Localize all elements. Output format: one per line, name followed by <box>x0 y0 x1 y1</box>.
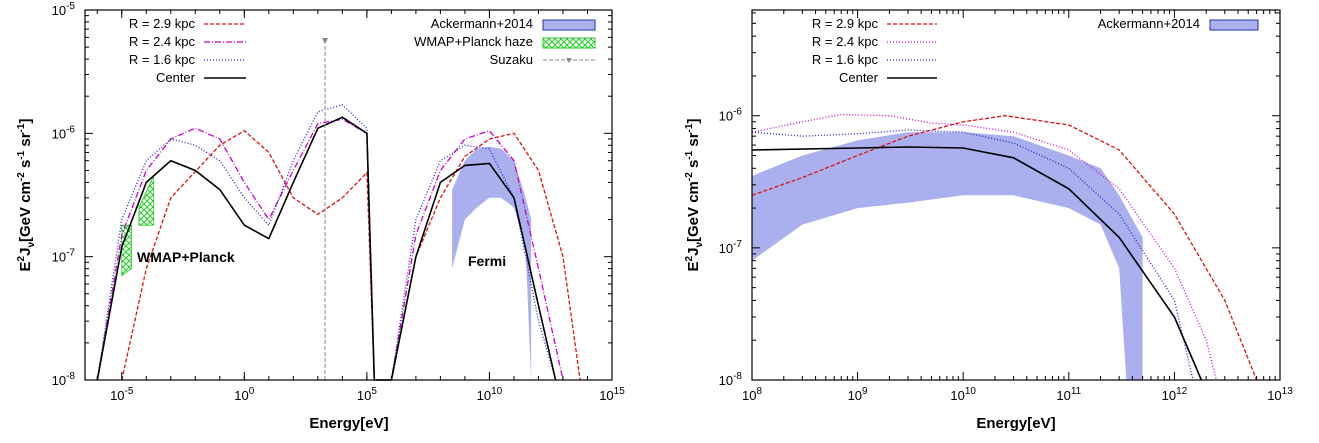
x-tick-label: 1013 <box>1267 386 1293 403</box>
series-line-r24 <box>96 118 564 381</box>
x-tick-label: 108 <box>742 386 762 403</box>
legend-left: R = 2.9 kpc R = 2.4 kpc R = 1.6 kpc Cent… <box>129 16 246 85</box>
legend-label-center: Center <box>156 70 196 85</box>
x-tick-label: 1010 <box>950 386 976 403</box>
series-line-r29 <box>751 115 1258 381</box>
legend-swatch-ackermann <box>1209 19 1259 31</box>
legend-right: Ackermann+2014 WMAP+Planck haze Suzaku <box>414 16 596 67</box>
y-tick-label: 10-8 <box>52 371 76 388</box>
legend-swatch-ackermann <box>542 19 596 31</box>
x-axis-label: Energy[eV] <box>309 415 388 432</box>
legend-swatch-haze <box>542 37 596 49</box>
y-axis-label: E2Jν[GeV cm-2 s-1 sr-1] <box>16 119 37 272</box>
x-tick-label: 1015 <box>599 386 625 403</box>
legend-label-r29: R = 2.9 kpc <box>129 16 196 31</box>
right-chart: 108 109 1010 1011 1012 1013 10-8 10-7 10-6 R = 2… <box>684 9 1293 432</box>
x-tick-label: 1011 <box>1056 386 1081 403</box>
y-axis-label: E2Jν[GeV cm-2 s-1 sr-1] <box>684 119 705 272</box>
y-tick-label: 10-8 <box>719 371 743 388</box>
plot-frame <box>84 9 613 381</box>
wmap-haze-box <box>138 175 155 226</box>
ackermann-band-area <box>452 146 532 380</box>
x-tick-label: 105 <box>357 386 377 403</box>
fermi-annotation: Fermi <box>468 253 506 269</box>
series-line-r16 <box>96 104 557 381</box>
legend-right: Ackermann+2014 <box>1098 16 1259 31</box>
legend-label-r24: R = 2.4 kpc <box>129 34 196 49</box>
axis-ticks: 10-5 100 105 1010 1015 10-8 10-7 10-6 10-5 <box>52 1 626 403</box>
left-chart: 10-5 100 105 1010 1015 10-8 10-7 10-6 10-5 WMAP+… <box>16 1 625 432</box>
legend-left: R = 2.9 kpc R = 2.4 kpc R = 1.6 kpc Cent… <box>812 16 937 85</box>
legend-label-r29: R = 2.9 kpc <box>812 16 879 31</box>
ackermann-band-area <box>752 132 1143 380</box>
series-line-r24 <box>751 113 1218 381</box>
x-tick-label: 10-5 <box>110 386 134 403</box>
wmap-annotation: WMAP+Planck <box>137 249 235 265</box>
series-line-center <box>751 146 1203 381</box>
wmap-haze-box <box>121 224 132 277</box>
model-curves <box>751 113 1258 381</box>
legend-label-haze: WMAP+Planck haze <box>414 34 533 49</box>
y-tick-label: 10-7 <box>719 239 743 256</box>
x-tick-label: 109 <box>848 386 868 403</box>
legend-label-r16: R = 1.6 kpc <box>812 52 879 67</box>
legend-suzaku-marker <box>566 58 572 63</box>
x-tick-label: 1010 <box>477 386 503 403</box>
legend-label-r16: R = 1.6 kpc <box>129 52 196 67</box>
legend-label-ackermann: Ackermann+2014 <box>1098 16 1200 31</box>
series-line-center <box>96 116 557 381</box>
plot-frame <box>751 9 1281 381</box>
legend-label-ackermann: Ackermann+2014 <box>431 16 533 31</box>
axis-ticks: 108 109 1010 1011 1012 1013 10-8 10-7 10-6 <box>719 10 1293 403</box>
y-tick-label: 10-6 <box>719 107 743 124</box>
legend-label-center: Center <box>839 70 879 85</box>
suzaku-upper-limit <box>322 38 328 380</box>
x-tick-label: 1012 <box>1162 386 1188 403</box>
y-tick-label: 10-7 <box>52 248 76 265</box>
x-tick-label: 100 <box>234 386 254 403</box>
y-tick-label: 10-6 <box>52 124 76 141</box>
y-tick-label: 10-5 <box>52 1 76 18</box>
legend-label-r24: R = 2.4 kpc <box>812 34 879 49</box>
ackermann-band <box>752 132 1143 380</box>
x-axis-label: Energy[eV] <box>976 415 1055 432</box>
legend-label-suzaku: Suzaku <box>490 52 533 67</box>
model-curves <box>96 104 581 381</box>
ackermann-band <box>452 146 532 380</box>
series-line-r16 <box>751 129 1194 381</box>
wmap-planck-haze <box>121 175 155 277</box>
